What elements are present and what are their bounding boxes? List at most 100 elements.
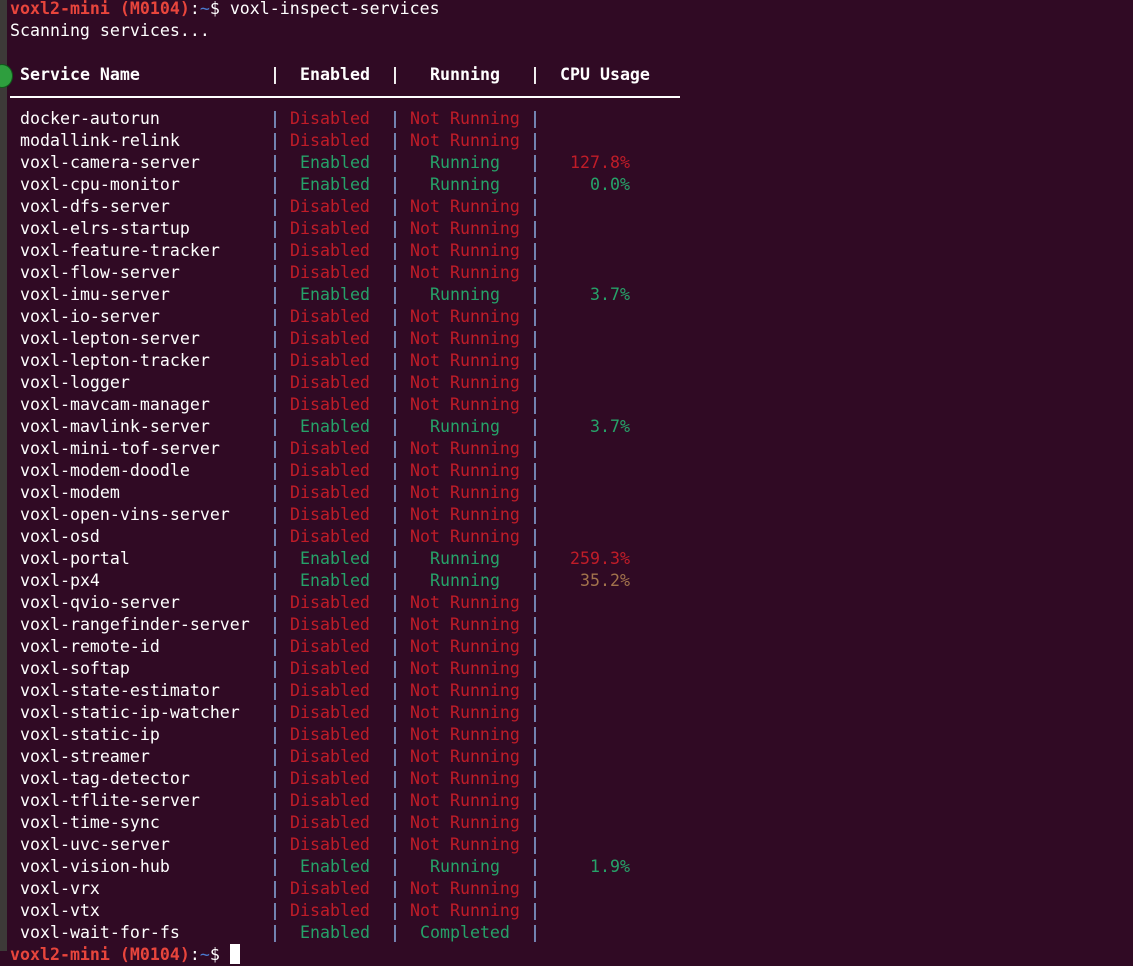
cpu-usage: 1.9% <box>590 857 630 876</box>
enabled-status: Disabled <box>290 527 370 546</box>
column-separator: | <box>390 417 400 436</box>
header-running: Running <box>430 65 500 84</box>
running-status: Not Running <box>410 219 520 238</box>
column-separator: | <box>390 703 400 722</box>
column-separator: | <box>390 659 400 678</box>
enabled-status: Disabled <box>290 263 370 282</box>
table-row: voxl-feature-tracker | Disabled | Not Runnin… <box>0 240 700 262</box>
service-name: voxl-lepton-server <box>20 329 200 348</box>
table-row: voxl-io-server | Disabled | Not Running | <box>0 306 700 328</box>
enabled-status: Disabled <box>290 747 370 766</box>
enabled-status: Enabled <box>300 549 370 568</box>
column-separator: | <box>270 153 280 172</box>
column-separator: | <box>390 219 400 238</box>
service-name: modallink-relink <box>20 131 180 150</box>
column-separator: | <box>390 725 400 744</box>
table-row: voxl-uvc-server | Disabled | Not Running | <box>0 834 700 856</box>
header-divider <box>10 96 680 98</box>
running-status: Not Running <box>410 681 520 700</box>
service-name: voxl-streamer <box>20 747 150 766</box>
column-separator: | <box>390 571 400 590</box>
service-name: voxl-osd <box>20 527 100 546</box>
table-row: voxl-cpu-monitor | Enabled | Running | 0.0% <box>0 174 700 196</box>
prompt-dir: ~ <box>199 945 210 964</box>
table-row: voxl-modem | Disabled | Not Running | <box>0 482 700 504</box>
column-separator: | <box>390 439 400 458</box>
column-separator: | <box>270 527 280 546</box>
service-name: voxl-static-ip <box>20 725 160 744</box>
column-separator: | <box>530 593 540 612</box>
column-separator: | <box>530 835 540 854</box>
column-separator: | <box>530 439 540 458</box>
final-prompt-line[interactable]: voxl2-mini (M0104):~$ <box>10 944 240 966</box>
column-separator: | <box>270 175 280 194</box>
column-separator: | <box>530 615 540 634</box>
column-separator: | <box>390 747 400 766</box>
column-separator: | <box>390 549 400 568</box>
enabled-status: Enabled <box>300 923 370 942</box>
enabled-status: Disabled <box>290 769 370 788</box>
column-separator: | <box>270 109 280 128</box>
enabled-status: Disabled <box>290 307 370 326</box>
column-separator: | <box>270 571 280 590</box>
column-separator: | <box>390 681 400 700</box>
enabled-status: Disabled <box>290 131 370 150</box>
service-name: voxl-rangefinder-server <box>20 615 250 634</box>
running-status: Not Running <box>410 659 520 678</box>
header-enabled: Enabled <box>300 65 370 84</box>
column-separator: | <box>390 527 400 546</box>
running-status: Running <box>430 417 500 436</box>
column-separator: | <box>530 153 540 172</box>
column-separator: | <box>530 219 540 238</box>
running-status: Not Running <box>410 527 520 546</box>
header-separator: | <box>530 65 540 84</box>
service-name: voxl-static-ip-watcher <box>20 703 240 722</box>
running-status: Not Running <box>410 791 520 810</box>
service-name: voxl-open-vins-server <box>20 505 230 524</box>
column-separator: | <box>530 901 540 920</box>
column-separator: | <box>530 483 540 502</box>
column-separator: | <box>270 329 280 348</box>
service-name: voxl-cpu-monitor <box>20 175 180 194</box>
table-row: voxl-static-ip | Disabled | Not Running | <box>0 724 700 746</box>
enabled-status: Disabled <box>290 725 370 744</box>
column-separator: | <box>530 857 540 876</box>
column-separator: | <box>390 285 400 304</box>
column-separator: | <box>530 637 540 656</box>
column-separator: | <box>530 263 540 282</box>
column-separator: | <box>270 351 280 370</box>
column-separator: | <box>530 659 540 678</box>
running-status: Running <box>430 857 500 876</box>
status-line: Scanning services... <box>10 21 210 40</box>
column-separator: | <box>270 835 280 854</box>
enabled-status: Disabled <box>290 703 370 722</box>
cpu-usage: 0.0% <box>590 175 630 194</box>
service-name: voxl-vtx <box>20 901 100 920</box>
column-separator: | <box>390 835 400 854</box>
enabled-status: Disabled <box>290 241 370 260</box>
column-separator: | <box>390 307 400 326</box>
cpu-usage: 127.8% <box>570 153 630 172</box>
running-status: Not Running <box>410 901 520 920</box>
table-row: docker-autorun | Disabled | Not Running | <box>0 108 700 130</box>
column-separator: | <box>270 285 280 304</box>
service-name: voxl-mavcam-manager <box>20 395 210 414</box>
enabled-status: Enabled <box>300 285 370 304</box>
running-status: Running <box>430 175 500 194</box>
enabled-status: Disabled <box>290 373 370 392</box>
column-separator: | <box>390 329 400 348</box>
service-name: voxl-camera-server <box>20 153 200 172</box>
enabled-status: Disabled <box>290 593 370 612</box>
table-row: voxl-rangefinder-server | Disabled | Not Run… <box>0 614 700 636</box>
column-separator: | <box>270 549 280 568</box>
header-separator: | <box>390 65 400 84</box>
column-separator: | <box>390 351 400 370</box>
column-separator: | <box>390 923 400 942</box>
table-row: voxl-mavcam-manager | Disabled | Not Running… <box>0 394 700 416</box>
service-name: voxl-flow-server <box>20 263 180 282</box>
column-separator: | <box>530 571 540 590</box>
enabled-status: Disabled <box>290 637 370 656</box>
enabled-status: Enabled <box>300 417 370 436</box>
column-separator: | <box>530 329 540 348</box>
column-separator: | <box>530 285 540 304</box>
